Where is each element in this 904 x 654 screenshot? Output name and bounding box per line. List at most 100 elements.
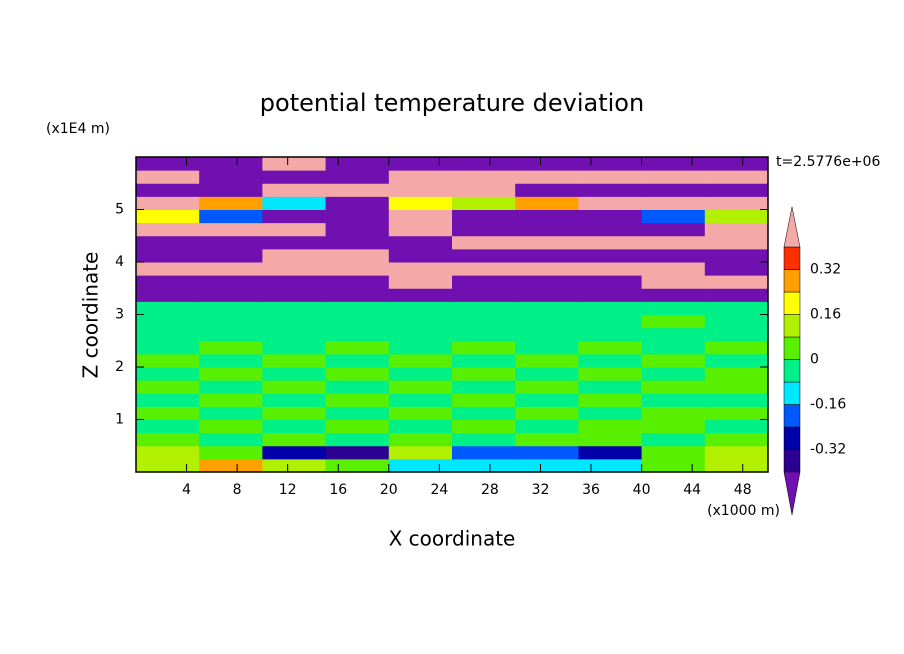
contour-cell: [578, 314, 643, 329]
contour-cell: [515, 340, 579, 355]
contour-cell: [704, 419, 769, 434]
contour-cell: [515, 314, 579, 329]
contour-cell: [199, 327, 263, 342]
x-tick-label: 20: [380, 482, 398, 498]
contour-cell: [199, 432, 263, 447]
contour-cell: [704, 432, 769, 447]
contour-cell: [704, 301, 769, 315]
contour-cell: [641, 301, 706, 315]
contour-cell: [262, 222, 327, 237]
contour-cell: [578, 393, 643, 407]
contour-cell: [262, 157, 327, 171]
contour-cell: [704, 367, 769, 381]
contour-cell: [388, 301, 453, 315]
contour-cell: [262, 235, 327, 250]
contour-cell: [199, 380, 263, 394]
contour-cell: [515, 367, 579, 381]
contour-cell: [578, 340, 643, 355]
contour-cell: [578, 288, 643, 302]
contour-cell: [262, 288, 327, 302]
contour-cell: [262, 393, 327, 407]
contour-cell: [388, 353, 453, 368]
contour-cell: [262, 353, 327, 368]
contour-cell: [136, 314, 200, 329]
contour-cell: [578, 170, 643, 184]
contour-cell: [388, 248, 453, 263]
contour-cell: [325, 301, 390, 315]
contour-cell: [641, 222, 706, 237]
contour-cell: [452, 353, 516, 368]
contour-cell: [515, 432, 579, 447]
contour-cell: [578, 222, 643, 237]
contour-cell: [262, 367, 327, 381]
contour-cell: [388, 432, 453, 447]
contour-cell: [578, 445, 643, 460]
contour-cell: [704, 157, 769, 171]
contour-cell: [704, 458, 769, 473]
contour-cell: [452, 458, 516, 473]
contour-cell: [388, 196, 453, 210]
contour-cell: [452, 393, 516, 407]
contour-cell: [262, 262, 327, 276]
contour-cell: [136, 432, 200, 447]
contour-cell: [136, 419, 200, 434]
contour-cell: [641, 367, 706, 381]
contour-cell: [136, 340, 200, 355]
contour-cell: [578, 301, 643, 315]
contour-cell: [641, 248, 706, 263]
contour-cell: [262, 458, 327, 473]
contour-cell: [515, 406, 579, 420]
y-tick-label: 2: [115, 359, 124, 375]
contour-cell: [641, 209, 706, 224]
contour-cell: [578, 327, 643, 342]
contour-cell: [578, 367, 643, 381]
contour-cell: [136, 353, 200, 368]
contour-cell: [515, 301, 579, 315]
contour-cell: [199, 445, 263, 460]
contour-cell: [199, 367, 263, 381]
contour-cell: [452, 262, 516, 276]
contour-cell: [452, 275, 516, 289]
contour-cell: [199, 222, 263, 237]
contour-cell: [704, 275, 769, 289]
contour-cell: [704, 314, 769, 329]
contour-cell: [578, 406, 643, 420]
x-tick-label: 12: [279, 482, 297, 498]
contour-cell: [325, 183, 390, 197]
colorbar-tick-label: 0.32: [810, 262, 841, 278]
colorbar-over: [783, 206, 801, 248]
contour-cell: [199, 406, 263, 420]
contour-cell: [704, 327, 769, 342]
x-tick-label: 4: [182, 482, 191, 498]
contour-cell: [578, 183, 643, 197]
contour-cell: [388, 327, 453, 342]
contour-cell: [641, 445, 706, 460]
contour-cell: [515, 157, 579, 171]
contour-cell: [325, 367, 390, 381]
contour-cell: [199, 458, 263, 473]
contour-cell: [136, 157, 200, 171]
colorbar-box: [783, 404, 801, 428]
contour-cell: [704, 353, 769, 368]
contour-cell: [325, 458, 390, 473]
contour-cell: [578, 248, 643, 263]
colorbar-box: [783, 269, 801, 293]
x-tick-label: 32: [532, 482, 550, 498]
contour-cell: [325, 157, 390, 171]
time-label: t=2.5776e+06: [776, 154, 880, 170]
colorbar-box: [783, 291, 801, 315]
contour-cell: [199, 314, 263, 329]
contour-cell: [262, 314, 327, 329]
contour-cell: [641, 235, 706, 250]
contour-cell: [641, 432, 706, 447]
y-unit: (x1E4 m): [46, 121, 110, 137]
contour-cell: [641, 314, 706, 329]
contour-cell: [515, 353, 579, 368]
contour-cell: [325, 419, 390, 434]
contour-cell: [325, 209, 390, 224]
contour-cell: [199, 353, 263, 368]
contour-cell: [515, 393, 579, 407]
contour-cell: [452, 419, 516, 434]
y-tick-label: 1: [115, 412, 124, 428]
colorbar-tick-label: 0.16: [810, 307, 841, 323]
